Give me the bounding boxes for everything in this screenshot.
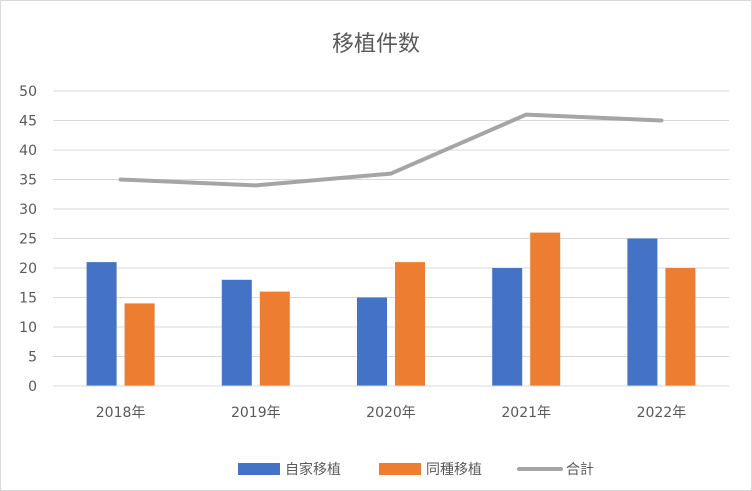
y-tick-label: 35: [19, 173, 37, 189]
bar-series: [86, 232, 696, 386]
y-tick-label: 5: [28, 350, 37, 366]
bar-autologous: [492, 268, 523, 386]
y-tick-label: 30: [19, 202, 37, 218]
y-tick-label: 10: [19, 320, 37, 336]
y-tick-label: 25: [19, 232, 37, 248]
y-tick-label: 15: [19, 291, 37, 307]
x-axis: 2018年 2019年 2020年 2021年 2022年: [53, 385, 729, 421]
y-tick-label: 0: [28, 379, 37, 395]
bar-allogeneic: [124, 303, 155, 386]
bar-allogeneic: [530, 232, 561, 386]
bar-allogeneic: [395, 262, 425, 386]
x-tick-label: 2019年: [231, 405, 281, 421]
y-tick-label: 45: [19, 114, 37, 130]
legend-swatch: [238, 463, 280, 475]
bar-autologous: [357, 297, 387, 386]
y-tick-label: 50: [19, 84, 37, 100]
y-axis: 0 5 10 15 20 25 30 35 40 45 50: [19, 84, 37, 395]
legend-label: 自家移植: [285, 461, 341, 478]
chart-title: 移植件数: [332, 32, 420, 57]
bar-autologous: [86, 262, 117, 386]
x-tick-label: 2020年: [366, 405, 416, 421]
line-series: [118, 112, 664, 188]
bar-allogeneic: [259, 291, 290, 386]
legend-label: 同種移植: [426, 462, 482, 478]
legend: 自家移植 同種移植 合計: [238, 461, 594, 478]
y-tick-label: 20: [19, 261, 37, 277]
x-tick-label: 2022年: [637, 405, 687, 421]
bar-autologous: [221, 279, 252, 386]
line-total: [118, 112, 664, 188]
legend-swatch: [379, 463, 421, 475]
x-tick-label: 2021年: [501, 405, 551, 421]
bar-autologous: [627, 238, 658, 386]
bar-allogeneic: [665, 268, 696, 386]
x-tick-label: 2018年: [96, 405, 146, 421]
y-tick-label: 40: [19, 143, 37, 159]
legend-label: 合計: [566, 462, 594, 478]
